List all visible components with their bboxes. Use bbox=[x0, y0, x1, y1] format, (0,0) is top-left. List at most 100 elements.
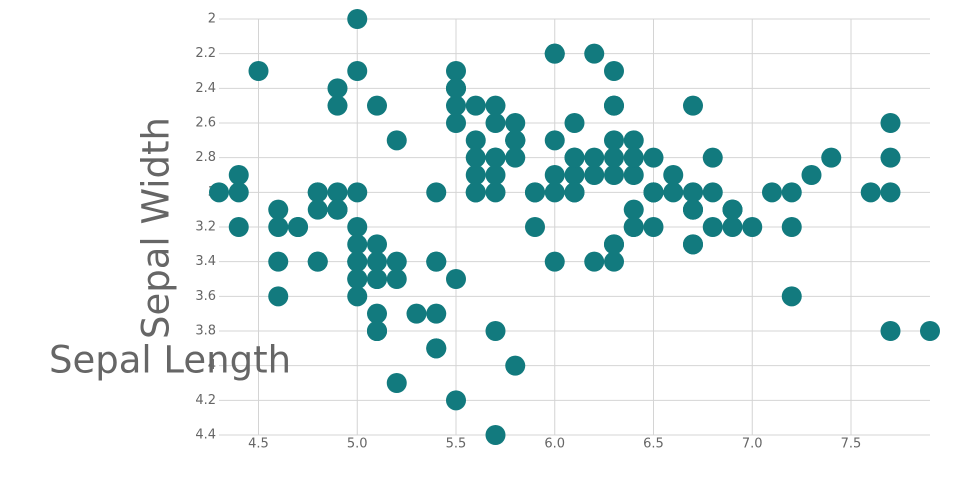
point bbox=[426, 338, 447, 359]
point bbox=[209, 182, 229, 203]
point bbox=[386, 373, 407, 393]
point bbox=[722, 217, 743, 237]
point bbox=[525, 182, 545, 203]
point bbox=[702, 182, 723, 203]
y-tick-label: 2.8 bbox=[195, 150, 216, 165]
point bbox=[446, 113, 466, 133]
point bbox=[604, 147, 624, 168]
point bbox=[268, 199, 289, 220]
point bbox=[327, 182, 348, 203]
point bbox=[268, 286, 289, 307]
point bbox=[663, 165, 684, 185]
point bbox=[683, 95, 703, 116]
point bbox=[386, 269, 407, 289]
point bbox=[465, 147, 486, 168]
point bbox=[702, 147, 723, 168]
point bbox=[781, 286, 802, 307]
point bbox=[347, 217, 368, 237]
point bbox=[564, 113, 585, 133]
x-tick-label: 6.5 bbox=[643, 437, 664, 452]
point bbox=[683, 234, 703, 255]
point bbox=[505, 355, 526, 376]
point bbox=[327, 95, 348, 116]
point bbox=[564, 147, 585, 168]
point bbox=[544, 251, 565, 272]
point bbox=[446, 269, 466, 289]
point bbox=[880, 321, 901, 341]
y-tick-label: 4.4 bbox=[195, 428, 216, 443]
point bbox=[347, 182, 368, 203]
point bbox=[702, 217, 723, 237]
x-tick-label: 7.0 bbox=[742, 437, 763, 452]
y-tick-label: 2.2 bbox=[195, 46, 216, 61]
y-tick-label: 3.4 bbox=[195, 254, 216, 269]
point bbox=[623, 165, 644, 185]
point bbox=[821, 147, 842, 168]
point bbox=[505, 130, 526, 151]
point bbox=[327, 78, 348, 99]
point bbox=[544, 165, 565, 185]
point bbox=[485, 182, 506, 203]
point bbox=[485, 95, 506, 116]
point bbox=[268, 251, 289, 272]
point bbox=[446, 78, 466, 99]
point bbox=[683, 199, 703, 220]
point bbox=[742, 217, 763, 237]
point bbox=[347, 234, 368, 255]
point bbox=[347, 269, 368, 289]
point bbox=[860, 182, 881, 203]
y-tick-label: 3.8 bbox=[195, 324, 216, 339]
point bbox=[544, 43, 565, 64]
point bbox=[367, 95, 387, 116]
point bbox=[248, 61, 269, 81]
point bbox=[663, 182, 684, 203]
point bbox=[465, 130, 486, 151]
point bbox=[643, 217, 664, 237]
point bbox=[880, 182, 901, 203]
point bbox=[505, 113, 526, 133]
point bbox=[564, 182, 585, 203]
point bbox=[604, 165, 624, 185]
x-axis-title: Sepal Length bbox=[49, 339, 291, 382]
point bbox=[781, 182, 802, 203]
x-tick-label: 5.0 bbox=[347, 437, 368, 452]
point bbox=[367, 251, 387, 272]
point bbox=[288, 217, 308, 237]
point bbox=[465, 95, 486, 116]
point bbox=[485, 113, 506, 133]
point bbox=[347, 251, 368, 272]
point bbox=[623, 199, 644, 220]
point bbox=[584, 43, 605, 64]
point bbox=[307, 199, 328, 220]
point bbox=[446, 95, 466, 116]
points bbox=[209, 9, 940, 445]
point bbox=[268, 217, 289, 237]
point bbox=[367, 321, 387, 341]
point bbox=[801, 165, 822, 185]
y-tick-label: 4.2 bbox=[195, 393, 216, 408]
point bbox=[623, 147, 644, 168]
point bbox=[465, 182, 486, 203]
point bbox=[307, 182, 328, 203]
point bbox=[446, 390, 466, 411]
x-tick-label: 4.5 bbox=[248, 437, 269, 452]
point bbox=[307, 251, 328, 272]
point bbox=[762, 182, 782, 203]
x-tick-label: 7.5 bbox=[841, 437, 862, 452]
point bbox=[604, 130, 624, 151]
point bbox=[584, 147, 605, 168]
point bbox=[406, 303, 427, 324]
point bbox=[584, 251, 605, 272]
y-tick-label: 3.2 bbox=[195, 220, 216, 235]
point bbox=[604, 234, 624, 255]
x-tick-label: 5.5 bbox=[446, 437, 467, 452]
point bbox=[683, 182, 703, 203]
point bbox=[367, 234, 387, 255]
labels: Sepal Width Sepal Length bbox=[49, 117, 291, 381]
point bbox=[584, 165, 605, 185]
point bbox=[722, 199, 743, 220]
point bbox=[367, 303, 387, 324]
point bbox=[604, 61, 624, 81]
point bbox=[920, 321, 940, 341]
